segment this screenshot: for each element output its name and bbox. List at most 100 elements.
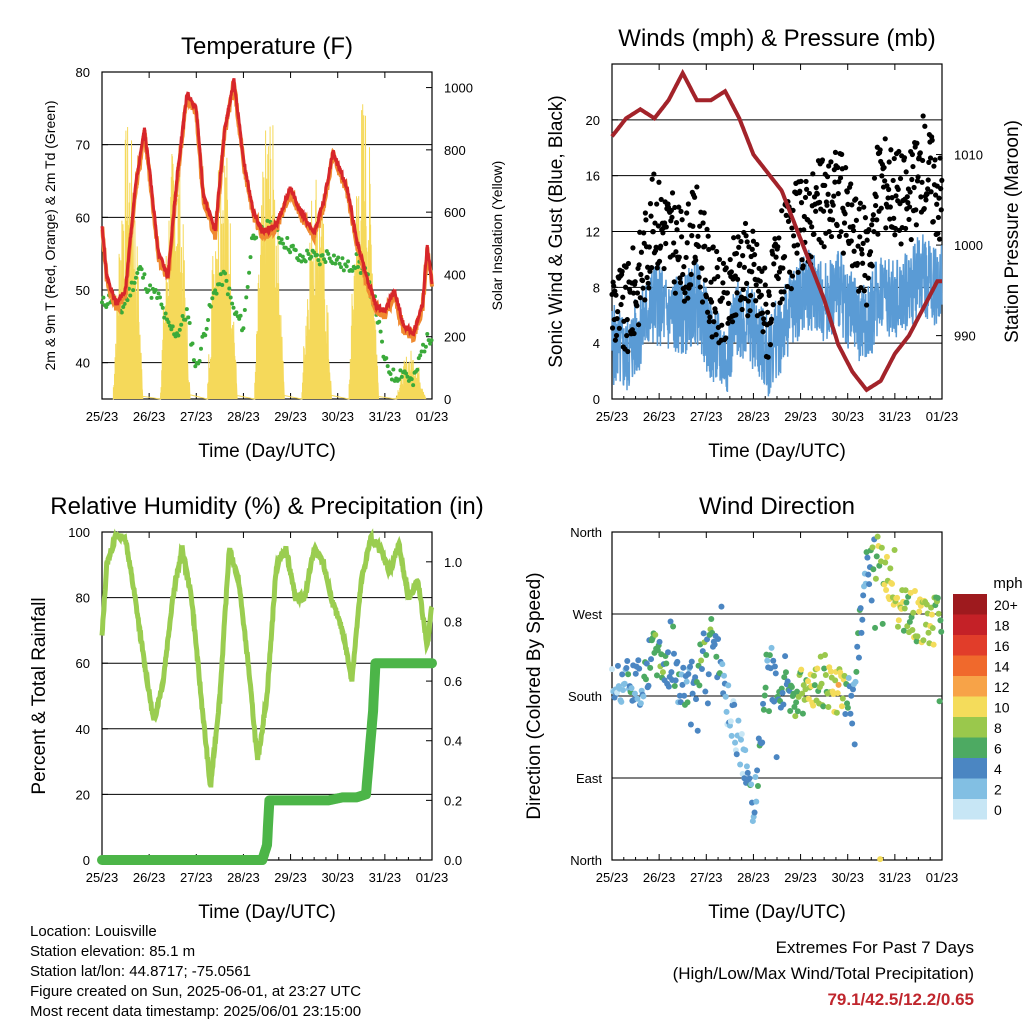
direction-point <box>849 720 856 727</box>
dewpoint-point <box>336 255 341 260</box>
gust-point <box>934 201 940 207</box>
gust-point <box>754 241 760 248</box>
gust-point <box>677 275 683 281</box>
gust-point <box>826 228 832 235</box>
gust-point <box>637 295 643 301</box>
gust-point <box>658 196 664 203</box>
direction-point <box>878 544 885 551</box>
gust-point <box>881 164 887 171</box>
x-tick-label: 28/23 <box>737 870 770 885</box>
y2-tick-label: 0.8 <box>444 614 462 629</box>
dewpoint-point <box>156 291 161 296</box>
direction-point <box>645 682 652 689</box>
direction-point <box>621 680 628 687</box>
gust-point <box>895 186 901 193</box>
gust-point <box>832 179 838 185</box>
x-axis-label: Time (Day/UTC) <box>198 902 336 923</box>
x-tick-label: 25/23 <box>596 870 629 885</box>
gust-point <box>656 179 662 185</box>
y2-tick-label: 0.4 <box>444 734 462 749</box>
gust-point <box>909 176 915 183</box>
dewpoint-point <box>388 372 393 377</box>
dewpoint-point <box>428 341 433 346</box>
gust-point <box>804 186 810 192</box>
x-tick-label: 30/23 <box>831 409 864 424</box>
y-axis-label: 2m & 9m T (Red, Orange) & 2m Td (Green) <box>42 101 58 371</box>
direction-point <box>857 605 864 612</box>
gust-point <box>702 277 708 283</box>
extremes-subtitle: (High/Low/Max Wind/Total Precipitation) <box>672 964 974 983</box>
gust-point <box>859 251 865 257</box>
dewpoint-point <box>306 252 311 257</box>
x-tick-label: 01/23 <box>926 870 959 885</box>
direction-point <box>656 638 663 645</box>
gust-point <box>914 178 921 184</box>
y-tick-label: 20 <box>586 113 600 128</box>
gust-point <box>801 227 807 233</box>
dewpoint-point <box>358 271 363 276</box>
gust-point <box>733 312 739 318</box>
x-tick-label: 30/23 <box>321 870 354 885</box>
extremes-values: 79.1/42.5/12.2/0.65 <box>827 990 974 1009</box>
gust-point <box>867 249 874 255</box>
gust-point <box>727 256 733 263</box>
gust-point <box>832 149 839 155</box>
gust-point <box>773 254 779 260</box>
dewpoint-point <box>288 250 293 255</box>
gust-point <box>715 273 721 280</box>
direction-point <box>711 641 718 648</box>
gust-point <box>915 174 921 180</box>
direction-point <box>696 682 703 689</box>
x-tick-label: 26/23 <box>133 409 166 424</box>
y-axis-label: Direction (Colored By Speed) <box>524 572 545 819</box>
gust-point <box>813 208 819 214</box>
direction-point <box>805 695 812 702</box>
gust-point <box>926 159 932 165</box>
y2-tick-label: 990 <box>954 329 976 344</box>
gust-point <box>768 316 775 322</box>
gust-point <box>612 288 618 294</box>
gust-point <box>656 258 663 264</box>
gust-point <box>849 202 855 208</box>
gust-point <box>897 175 904 182</box>
dewpoint-point <box>384 356 389 361</box>
gust-point <box>681 264 687 270</box>
gust-point <box>676 204 682 210</box>
direction-point <box>698 657 705 664</box>
direction-point <box>889 580 896 587</box>
y-tick-label: 16 <box>586 169 600 184</box>
y2-axis-label: Solar Insolation (Yellow) <box>489 161 505 311</box>
x-tick-label: 26/23 <box>643 870 676 885</box>
gust-point <box>734 290 740 296</box>
gust-point <box>864 237 870 243</box>
dewpoint-point <box>186 315 191 320</box>
gust-point <box>720 260 727 266</box>
dewpoint-point <box>153 287 158 292</box>
dewpoint-point <box>133 275 138 280</box>
direction-point <box>887 565 894 572</box>
gust-point <box>745 298 751 304</box>
y-tick-label: North <box>570 525 602 540</box>
wind-direction-chart: Wind Direction 25/23 26/23 27/23 28/23 29/23 3… <box>524 493 1023 923</box>
direction-point <box>894 594 901 601</box>
direction-point <box>793 688 800 695</box>
gust-point <box>855 243 861 249</box>
gust-point <box>737 261 743 267</box>
direction-point <box>719 661 726 668</box>
direction-point <box>794 708 801 715</box>
direction-point <box>746 775 753 782</box>
legend-swatch <box>953 655 987 676</box>
dewpoint-point <box>132 280 137 285</box>
direction-point <box>902 587 909 594</box>
direction-point <box>845 674 852 681</box>
gust-point <box>913 222 919 228</box>
y-tick-label: 100 <box>68 525 90 540</box>
direction-point <box>737 736 744 743</box>
gust-point <box>857 234 863 240</box>
direction-point <box>702 688 709 695</box>
direction-point <box>687 721 694 728</box>
gust-point <box>630 245 636 251</box>
location-text: Location: Louisville <box>30 923 157 940</box>
y-tick-label: 60 <box>76 210 90 225</box>
gust-point <box>837 175 844 181</box>
